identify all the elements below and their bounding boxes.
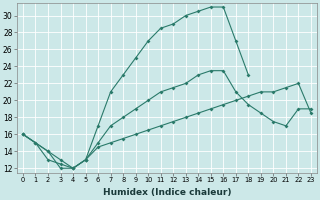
X-axis label: Humidex (Indice chaleur): Humidex (Indice chaleur): [103, 188, 231, 197]
